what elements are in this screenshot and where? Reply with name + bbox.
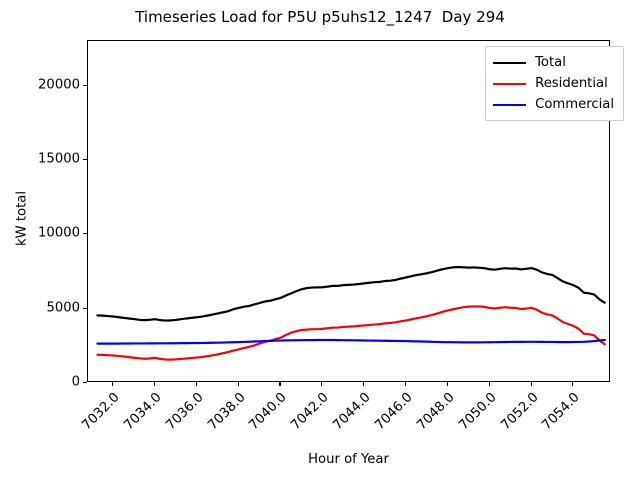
x-tick-label: 7042.0 (288, 390, 332, 434)
x-tick-label: 7034.0 (121, 390, 165, 434)
y-tick-mark (83, 307, 87, 309)
legend-item[interactable]: Total (493, 52, 614, 73)
x-tick-mark (279, 382, 281, 386)
x-tick-mark (112, 382, 114, 386)
chart-legend: Total Residential Commercial (485, 46, 624, 121)
x-tick-label: 7052.0 (497, 390, 542, 434)
legend-line-icon (493, 82, 527, 85)
x-tick-label: 7046.0 (372, 390, 416, 434)
x-tick-mark (195, 382, 197, 386)
y-tick-mark (83, 382, 87, 384)
x-tick-label: 7048.0 (414, 390, 458, 434)
x-tick-mark (488, 382, 490, 386)
legend-label: Total (535, 55, 566, 70)
legend-label: Residential (535, 76, 608, 91)
y-tick-mark (83, 233, 87, 235)
x-tick-label: 7050.0 (456, 390, 500, 434)
x-tick-mark (237, 382, 239, 386)
plot-lines (96, 265, 606, 361)
chart-title: Timeseries Load for P5U p5uhs12_1247 Day… (135, 8, 505, 26)
y-axis-tick-labels: 0 5000 10000 15000 20000 (0, 0, 80, 480)
y-tick-label: 0 (71, 374, 80, 390)
y-tick-mark (83, 84, 87, 86)
y-tick-label: 15000 (38, 151, 80, 167)
x-tick-label: 7054.0 (539, 390, 583, 434)
x-tick-mark (321, 382, 323, 386)
x-tick-label: 7038.0 (204, 390, 249, 434)
legend-label: Commercial (535, 97, 614, 112)
y-tick-label: 10000 (38, 225, 80, 241)
x-tick-mark (404, 382, 407, 386)
y-tick-label: 5000 (46, 300, 80, 316)
y-axis-label: kW total (14, 190, 30, 247)
legend-item[interactable]: Residential (493, 73, 614, 94)
x-axis-label: Hour of Year (308, 452, 389, 467)
x-tick-mark (363, 382, 365, 386)
line-series-total (96, 265, 606, 322)
x-tick-mark (446, 382, 448, 386)
x-tick-mark (572, 382, 574, 386)
y-tick-label: 20000 (38, 77, 80, 93)
x-tick-label: 7040.0 (246, 390, 291, 434)
line-series-residential (96, 305, 606, 361)
x-tick-mark (153, 382, 156, 386)
y-tick-mark (83, 158, 87, 161)
legend-item[interactable]: Commercial (493, 94, 614, 115)
x-tick-label: 7032.0 (79, 390, 123, 434)
line-series-commercial (96, 338, 606, 345)
x-tick-mark (530, 382, 532, 386)
legend-line-icon (493, 103, 527, 106)
legend-line-icon (493, 61, 527, 64)
x-tick-label: 7036.0 (163, 390, 207, 434)
x-tick-label: 7044.0 (330, 390, 374, 434)
